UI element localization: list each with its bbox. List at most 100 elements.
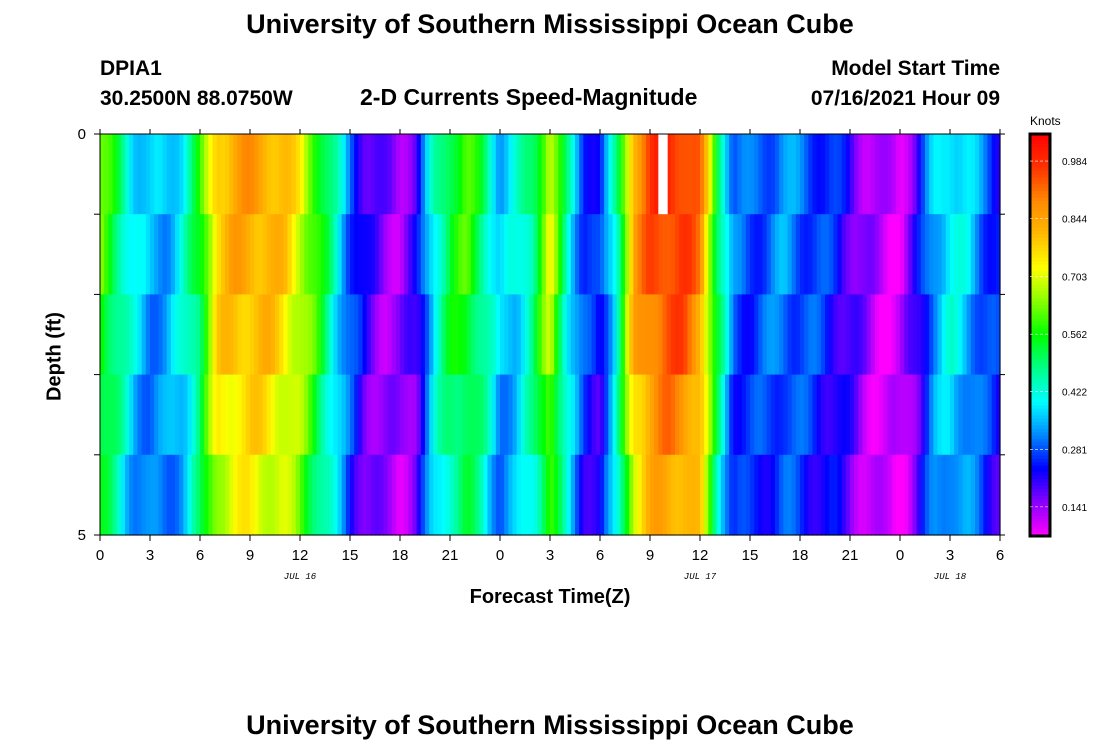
heatmap-cell [104, 134, 109, 215]
heatmap-cell [795, 294, 801, 376]
heatmap-cell [612, 294, 618, 376]
heatmap-cell [708, 454, 714, 536]
heatmap-cell [670, 134, 676, 215]
heatmap-cell [229, 134, 234, 215]
heatmap-cell [870, 374, 876, 456]
heatmap-cell [995, 454, 1001, 536]
heatmap-cell [112, 374, 118, 456]
heatmap-cell [804, 214, 809, 295]
heatmap-cell [133, 374, 139, 456]
heatmap-cell [812, 454, 818, 536]
heatmap-cell [216, 214, 222, 295]
colorbar-segment [1030, 345, 1050, 349]
heatmap-cell [295, 374, 301, 456]
heatmap-cell [791, 454, 797, 536]
colorbar-segment [1030, 405, 1050, 410]
heatmap-cell [854, 454, 859, 536]
heatmap-cell [320, 214, 326, 295]
heatmap-cell [883, 134, 889, 215]
heatmap-cell [833, 214, 839, 295]
heatmap-cell [225, 214, 230, 295]
heatmap-cell [212, 374, 218, 456]
heatmap-cell [129, 214, 134, 295]
heatmap-cell [100, 214, 105, 295]
heatmap-cell [233, 454, 239, 536]
heatmap-cell [675, 134, 680, 215]
heatmap-cell [637, 214, 643, 295]
heatmap-cell [937, 454, 943, 536]
heatmap-cell [866, 374, 872, 456]
heatmap-cell [837, 294, 843, 376]
heatmap-cell [200, 374, 205, 456]
heatmap-cell [395, 134, 401, 215]
heatmap-cell [579, 134, 584, 215]
heatmap-cell [812, 134, 818, 215]
heatmap-cell [895, 134, 901, 215]
heatmap-cell [700, 374, 705, 456]
colorbar-segment [1030, 180, 1050, 185]
heatmap-cell [458, 214, 464, 295]
x-tick-label: 3 [546, 547, 554, 564]
heatmap-cell [404, 134, 409, 215]
heatmap-cell [737, 134, 743, 215]
heatmap-cell [741, 294, 747, 376]
heatmap-cell [158, 374, 164, 456]
colorbar-segment [1030, 505, 1050, 510]
heatmap-cell [858, 214, 864, 295]
heatmap-cell [645, 454, 651, 536]
heatmap-cell [337, 214, 343, 295]
heatmap-cell [500, 454, 505, 536]
colorbar-segment [1030, 291, 1050, 296]
heatmap-cell [141, 134, 147, 215]
heatmap-cell [104, 214, 109, 295]
heatmap-cell [750, 454, 755, 536]
heatmap-cell [512, 454, 518, 536]
heatmap-cell [804, 374, 809, 456]
heatmap-cell [387, 374, 393, 456]
x-tick-label: 18 [792, 547, 809, 564]
heatmap-cell [487, 214, 493, 295]
heatmap-cell [654, 454, 659, 536]
heatmap-cell [587, 134, 593, 215]
heatmap-cell [633, 374, 639, 456]
heatmap-cell [566, 294, 572, 376]
heatmap-cell [470, 294, 476, 376]
heatmap-cell [445, 374, 451, 456]
colorbar-segment [1030, 197, 1050, 202]
heatmap-cell [175, 214, 180, 295]
heatmap-cell [920, 134, 926, 215]
heatmap-cell [283, 374, 289, 456]
heatmap-cell [570, 134, 576, 215]
heatmap-cell [250, 454, 255, 536]
colorbar-segment [1030, 435, 1050, 440]
heatmap-cell [508, 134, 514, 215]
heatmap-cell [825, 214, 830, 295]
heatmap-cell [704, 374, 709, 456]
heatmap-cell [504, 294, 509, 376]
heatmap-cell [483, 294, 489, 376]
heatmap-cell [145, 454, 151, 536]
heatmap-cell [150, 134, 155, 215]
colorbar-segment [1030, 425, 1050, 430]
heatmap-cell [404, 454, 409, 536]
heatmap-cell [895, 214, 901, 295]
heatmap-cell [287, 214, 293, 295]
heatmap-cell [133, 214, 139, 295]
heatmap-cell [550, 294, 555, 376]
heatmap-cell [341, 214, 347, 295]
heatmap-cell [912, 134, 918, 215]
heatmap-cell [150, 214, 155, 295]
heatmap-cell [237, 134, 243, 215]
heatmap-cell [154, 294, 159, 376]
colorbar-segment [1030, 321, 1050, 326]
heatmap-cell [833, 374, 839, 456]
heatmap-cell [375, 134, 380, 215]
heatmap-cell [558, 134, 564, 215]
heatmap-cell [662, 454, 668, 536]
heatmap-cell [570, 294, 576, 376]
heatmap-cell [916, 454, 922, 536]
heatmap-cell [229, 214, 234, 295]
heatmap-cell [375, 454, 380, 536]
heatmap-cell [587, 294, 593, 376]
colorbar-segment [1030, 485, 1050, 490]
